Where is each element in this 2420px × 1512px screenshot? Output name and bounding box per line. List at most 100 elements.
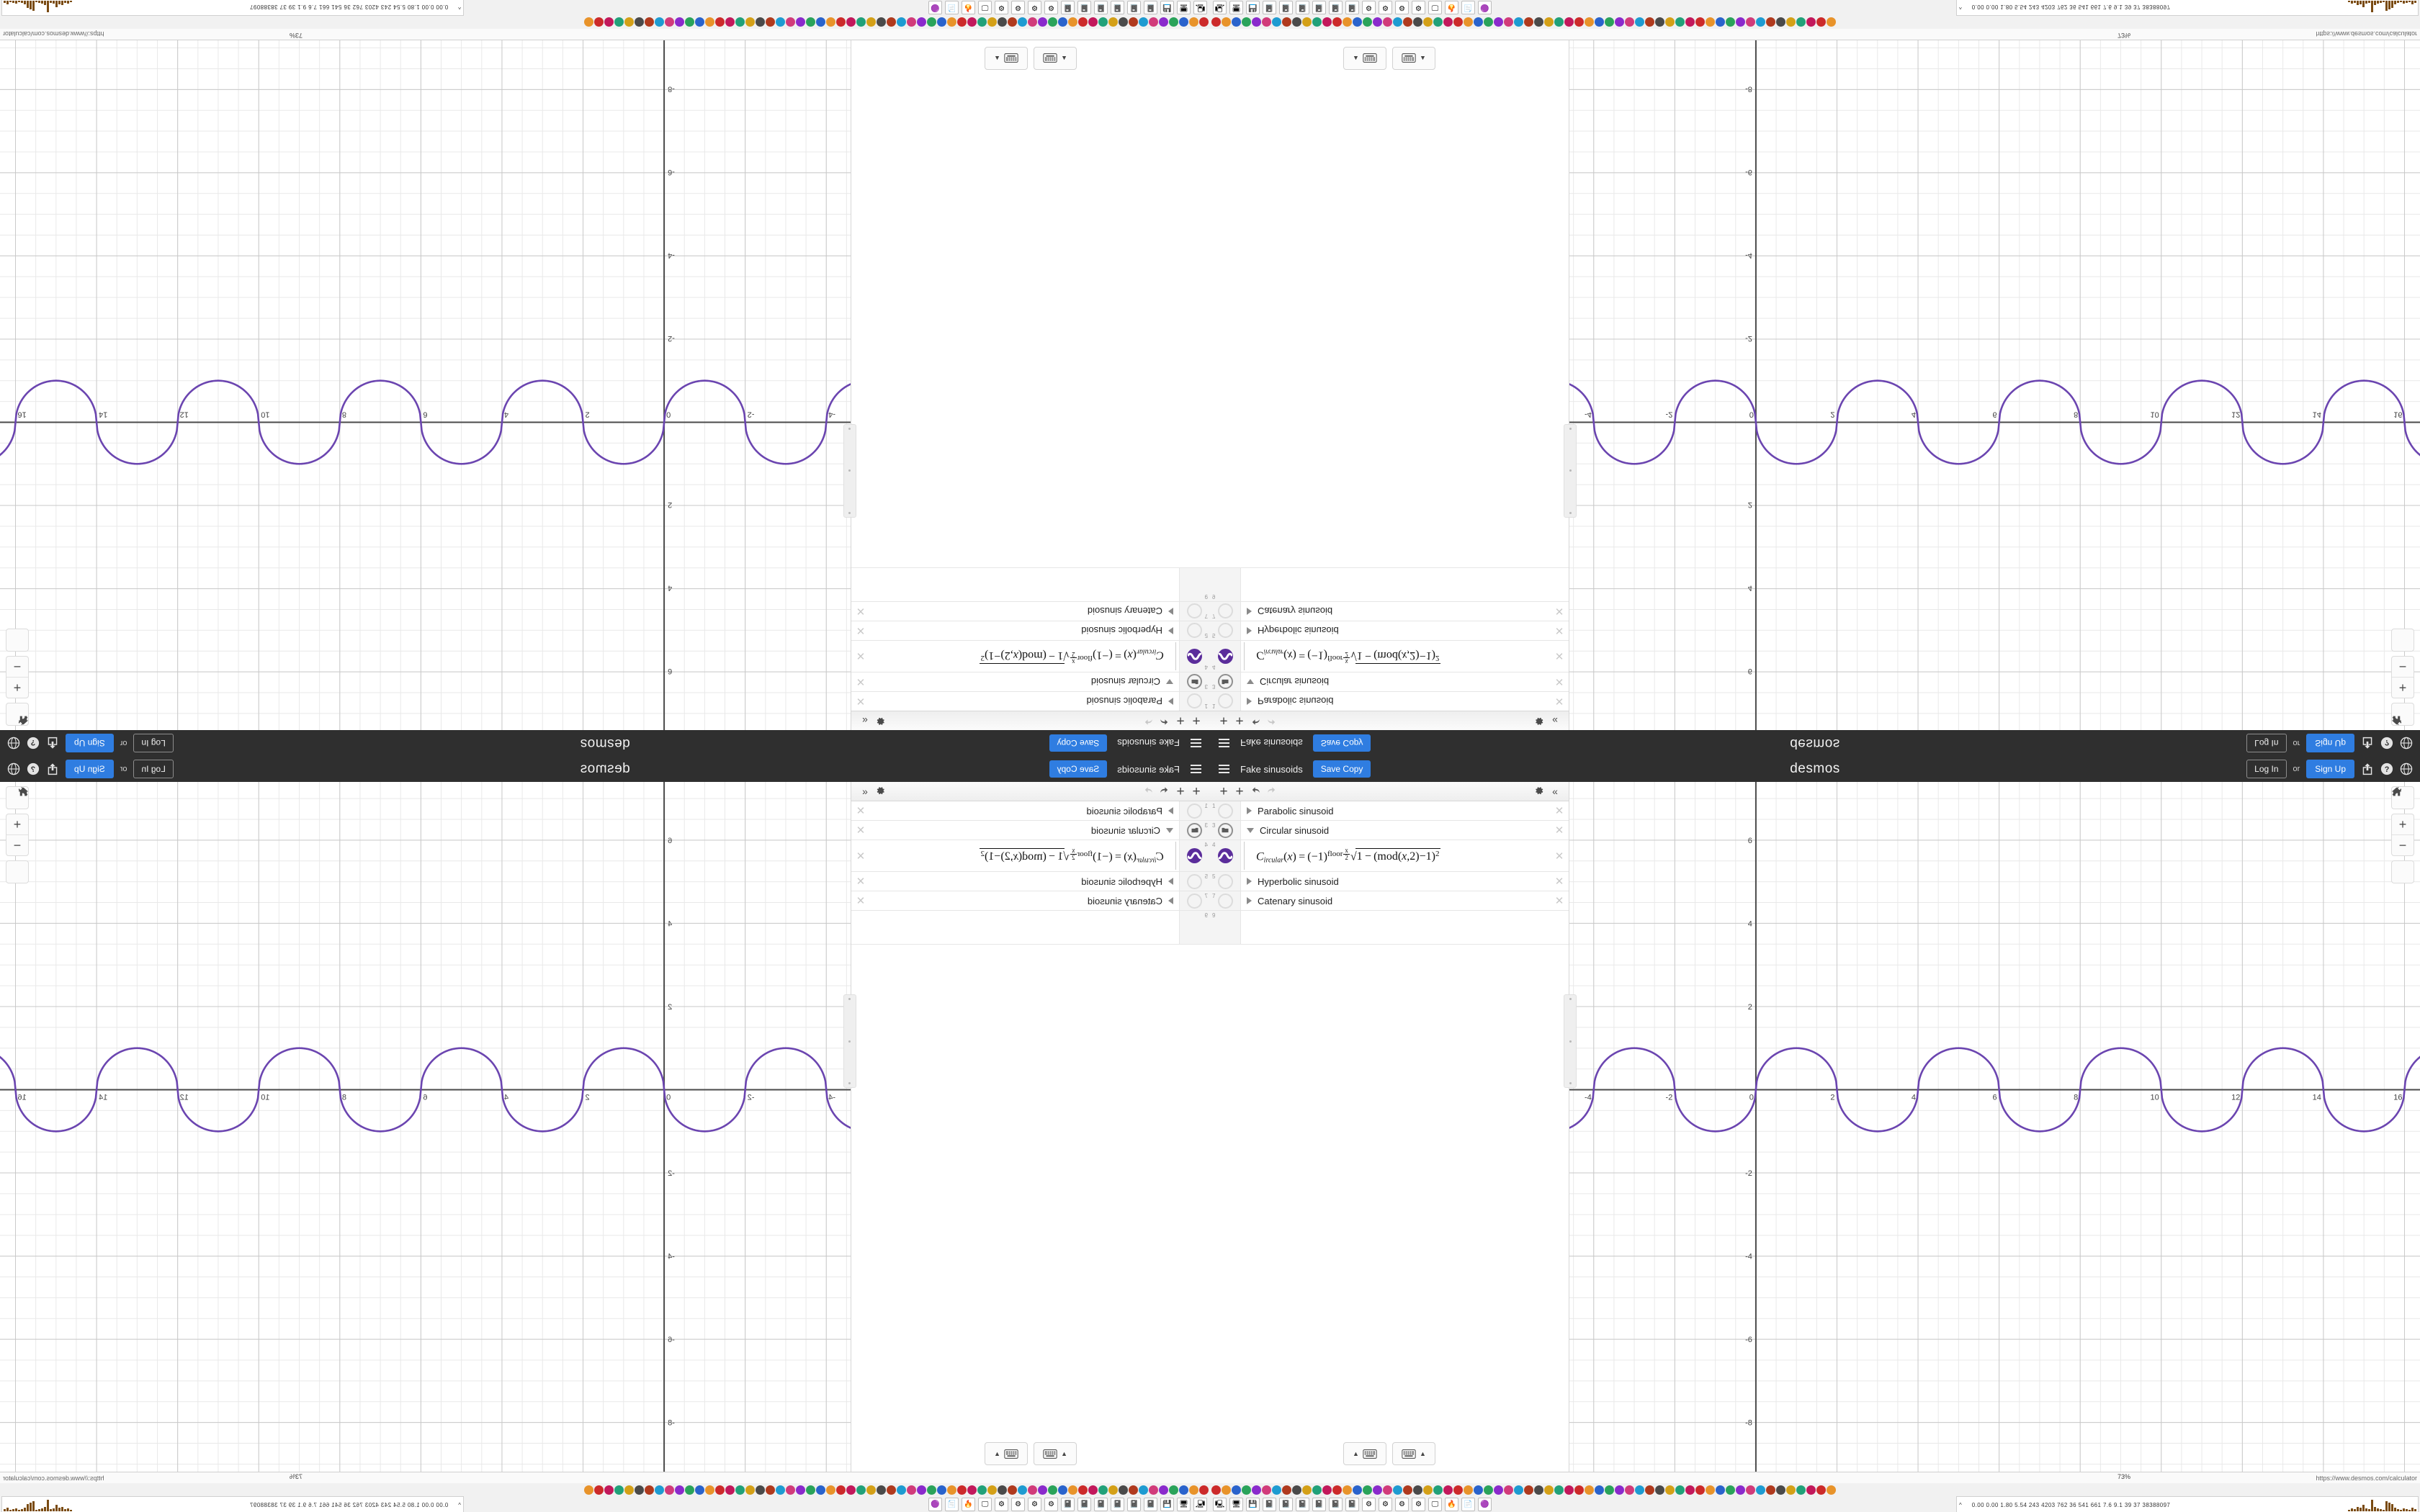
browser-tab-favicon[interactable]	[1413, 17, 1422, 27]
browser-tab-favicon[interactable]	[1595, 1485, 1604, 1495]
chevron-right-icon[interactable]	[1247, 698, 1252, 705]
browser-tab-strip[interactable]	[1210, 16, 2420, 29]
browser-tab-favicon[interactable]	[1088, 17, 1098, 27]
browser-tab-favicon[interactable]	[1199, 17, 1209, 27]
browser-tab-favicon[interactable]	[836, 1485, 846, 1495]
browser-tab-favicon[interactable]	[897, 1485, 906, 1495]
browser-tab-favicon[interactable]	[1149, 17, 1158, 27]
browser-tab-favicon[interactable]	[1534, 1485, 1543, 1495]
browser-url-row[interactable]: 73% https://www.desmos.com/calculator	[0, 29, 1210, 40]
browser-tab-favicon[interactable]	[584, 17, 593, 27]
browser-tab-favicon[interactable]	[967, 1485, 977, 1495]
visibility-toggle[interactable]	[1217, 603, 1233, 619]
taskbar-item[interactable]: 📓	[1312, 1, 1326, 14]
browser-tab-favicon[interactable]	[1554, 1485, 1564, 1495]
home-icon[interactable]	[2391, 629, 2414, 725]
browser-tab-favicon[interactable]	[1078, 1485, 1088, 1495]
browser-tab-favicon[interactable]	[987, 17, 997, 27]
browser-tab-favicon[interactable]	[645, 17, 654, 27]
browser-tab-favicon[interactable]	[1302, 17, 1312, 27]
browser-tab-favicon[interactable]	[705, 1485, 714, 1495]
taskbar-item[interactable]: 📓	[1345, 1498, 1359, 1511]
browser-tab-favicon[interactable]	[594, 17, 604, 27]
browser-tab-favicon[interactable]	[1635, 17, 1644, 27]
browser-tab-favicon[interactable]	[1685, 17, 1695, 27]
chevron-right-icon[interactable]	[1168, 878, 1173, 886]
browser-tab-favicon[interactable]	[796, 1485, 805, 1495]
panel-resize-handle[interactable]	[1564, 424, 1577, 518]
undo-icon[interactable]	[1247, 785, 1263, 798]
browser-tab-favicon[interactable]	[1169, 1485, 1178, 1495]
chevron-right-icon[interactable]	[1247, 626, 1252, 634]
hamburger-icon[interactable]	[1214, 756, 1233, 782]
taskbar-item[interactable]: 📓	[1127, 1498, 1141, 1511]
browser-tab-favicon[interactable]	[1262, 1485, 1271, 1495]
delete-row-icon[interactable]: ✕	[856, 695, 866, 707]
browser-tab-favicon[interactable]	[1464, 1485, 1473, 1495]
language-globe-icon[interactable]	[2400, 762, 2413, 775]
browser-tab-favicon[interactable]	[1756, 17, 1765, 27]
taskbar-item[interactable]: 🟣	[1478, 1498, 1492, 1511]
browser-tab-favicon[interactable]	[1453, 1485, 1463, 1495]
delete-row-icon[interactable]: ✕	[856, 624, 866, 636]
browser-tab-favicon[interactable]	[1232, 1485, 1241, 1495]
graph-canvas[interactable]: -4 -2 0 2 4 6 8 10 12 14 16 6 4 2 -2 -4 -6 -8 + −	[0, 40, 851, 730]
row-body[interactable]: Circular(x) = (−1)floor x 2 √1 − (mod(x,2)−…	[1250, 840, 1550, 871]
taskbar-item[interactable]: ⚙	[995, 1498, 1008, 1511]
browser-tab-favicon[interactable]	[1504, 17, 1513, 27]
taskbar-item[interactable]: 📄	[1461, 1498, 1475, 1511]
browser-tab-favicon[interactable]	[1695, 17, 1705, 27]
browser-tab-favicon[interactable]	[1474, 1485, 1483, 1495]
expression-row-folder[interactable]: 1 Parabolic sinusoid ✕	[851, 691, 1210, 711]
delete-row-icon[interactable]: ✕	[856, 824, 866, 837]
taskbar-item[interactable]: 📓	[1329, 1, 1343, 14]
expression-row-folder[interactable]: 3 Circular sinusoid ✕	[851, 821, 1210, 840]
hamburger-icon[interactable]	[1187, 756, 1206, 782]
taskbar-item[interactable]: 📓	[1077, 1, 1091, 14]
taskbar-item[interactable]: ⚙	[1379, 1, 1392, 14]
taskbar-item[interactable]: 🔥	[962, 1498, 975, 1511]
browser-tab-favicon[interactable]	[816, 1485, 825, 1495]
browser-tab-favicon[interactable]	[1806, 1485, 1816, 1495]
taskbar-item[interactable]: 📓	[1111, 1, 1124, 14]
expression-row-folder[interactable]: 5 Hyperbolic sinusoid ✕	[851, 620, 1210, 640]
browser-tab-favicon[interactable]	[917, 17, 926, 27]
taskbar-item[interactable]: 🖥	[1177, 1498, 1191, 1511]
browser-tab-favicon[interactable]	[1108, 17, 1118, 27]
taskbar-item[interactable]: 📓	[1061, 1, 1075, 14]
browser-tab-favicon[interactable]	[887, 17, 896, 27]
taskbar-item[interactable]: ⚙	[1044, 1, 1058, 14]
gear-icon[interactable]	[1531, 786, 1547, 798]
delete-row-icon[interactable]: ✕	[1554, 895, 1564, 908]
undo-icon[interactable]	[1247, 714, 1263, 728]
taskbar-item[interactable]: 🖵	[1428, 1, 1442, 14]
graph-canvas[interactable]: -4 -2 0 2 4 6 8 10 12 14 16 6 4 2 -2 -4 -6 -8 + −	[1569, 782, 2420, 1472]
taskbar-item[interactable]: 📓	[1263, 1, 1276, 14]
browser-tab-favicon[interactable]	[806, 1485, 815, 1495]
zoom-out-button[interactable]: −	[2392, 834, 2414, 855]
taskbar-item[interactable]: 📓	[1345, 1, 1359, 14]
chevron-down-icon[interactable]	[1166, 827, 1173, 833]
browser-tab-favicon[interactable]	[1018, 17, 1027, 27]
browser-tab-favicon[interactable]	[1524, 1485, 1533, 1495]
browser-tab-favicon[interactable]	[685, 1485, 694, 1495]
graph-svg[interactable]: -4 -2 0 2 4 6 8 10 12 14 16 6 4 2 -2 -4 -6 -8	[0, 782, 851, 1472]
browser-tab-favicon[interactable]	[856, 1485, 866, 1495]
taskbar-item[interactable]: 💾	[1160, 1, 1174, 14]
panel-resize-handle[interactable]	[843, 994, 856, 1088]
browser-tab-favicon[interactable]	[957, 1485, 967, 1495]
browser-tab-favicon[interactable]	[856, 17, 866, 27]
taskbar-item[interactable]: 🖥	[1229, 1498, 1243, 1511]
browser-tab-favicon[interactable]	[1443, 17, 1453, 27]
browser-tab-favicon[interactable]	[715, 1485, 725, 1495]
browser-tab-favicon[interactable]	[735, 1485, 745, 1495]
expression-row-equation[interactable]: 4 Circular(x) = (−1)floor x 2 √1 − (mod(x,2…	[1210, 639, 1569, 672]
graph-canvas[interactable]: -4 -2 0 2 4 6 8 10 12 14 16 6 4 2 -2 -4 -6 -8 + −	[1569, 40, 2420, 730]
delete-row-icon[interactable]: ✕	[1554, 624, 1564, 636]
row-body[interactable]: Hyperbolic sinusoid	[870, 872, 1179, 891]
add-expression-button[interactable]: +	[1219, 713, 1228, 729]
url-text[interactable]: https://www.desmos.com/calculator	[2316, 1474, 2417, 1482]
browser-tab-favicon[interactable]	[1806, 17, 1816, 27]
taskbar-item[interactable]: 🟣	[928, 1498, 942, 1511]
sign-up-button[interactable]: Sign Up	[66, 734, 114, 752]
